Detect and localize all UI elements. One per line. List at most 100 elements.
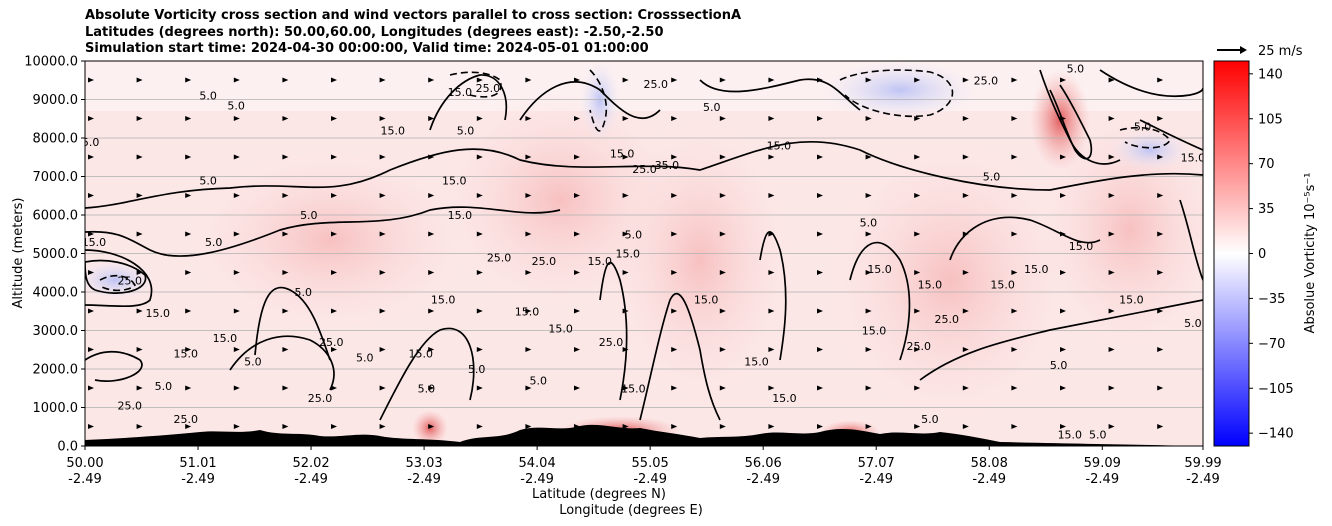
x-tick-label-lon: -2.49 [407, 472, 441, 487]
wind-vector [962, 308, 969, 314]
contour-line [1139, 119, 1203, 151]
contour-label: 15.0 [1181, 151, 1206, 164]
wind-vectors [88, 77, 1164, 429]
y-tick-label: 7000.0 [33, 170, 79, 185]
wind-vector [428, 154, 435, 160]
contour-label: 15.0 [442, 174, 467, 187]
wind-vector [136, 270, 143, 275]
contour-line [519, 81, 661, 121]
wind-vector [914, 77, 921, 83]
wind-vector [331, 77, 337, 83]
contour-label: 15.0 [82, 236, 107, 249]
wind-vector [622, 424, 629, 429]
wind-vector [1060, 231, 1066, 237]
wind-vector [525, 385, 532, 391]
contour-line [849, 241, 911, 361]
colorbar-tick-label: 105 [1258, 112, 1283, 127]
wind-vector [817, 424, 823, 429]
wind-vector [331, 308, 337, 314]
wind-vector [185, 270, 192, 275]
wind-vector [1011, 154, 1018, 160]
wind-vector [282, 308, 289, 314]
wind-vector [282, 193, 289, 198]
x-tick-label-lon: -2.49 [859, 472, 893, 487]
wind-vector [185, 385, 192, 391]
contour-label: 15.0 [431, 294, 456, 307]
x-tick-label-lon: -2.49 [972, 472, 1006, 487]
wind-vector [88, 270, 94, 275]
y-tick-label: 10000.0 [24, 55, 78, 70]
wind-vector [1011, 424, 1018, 429]
wind-vector [768, 154, 775, 160]
wind-vector [622, 154, 629, 160]
quiver-key-arrowhead [1240, 46, 1247, 54]
wind-vector [817, 116, 823, 121]
wind-vector [185, 347, 192, 352]
wind-vector [233, 347, 240, 352]
wind-vector [1108, 154, 1115, 160]
wind-vector [185, 308, 192, 314]
contour-line [1099, 69, 1203, 98]
wind-vector [574, 77, 580, 83]
x-tick-label-lat: 58.08 [971, 456, 1008, 471]
wind-vector [671, 347, 678, 352]
contour-label: 15.0 [1058, 428, 1083, 441]
wind-vector [282, 347, 289, 352]
contour-line [1179, 199, 1203, 281]
contour-label: 5.0 [625, 228, 643, 241]
wind-vector [1108, 347, 1115, 352]
x-tick-label-lat: 59.09 [1084, 456, 1121, 471]
wind-vector [622, 347, 629, 352]
colorbar-tick-label: −140 [1258, 427, 1294, 442]
wind-vector [136, 154, 143, 160]
wind-vector [136, 308, 143, 314]
wind-vector [962, 347, 969, 352]
contour-label: 15.0 [616, 248, 641, 261]
wind-vector [331, 231, 337, 237]
wind-vector [525, 231, 532, 237]
wind-vector [817, 308, 823, 314]
wind-vector [185, 231, 192, 237]
wind-vector [719, 154, 726, 160]
wind-vector [719, 116, 726, 121]
x-tick-label-lon: -2.49 [633, 472, 667, 487]
wind-vector [671, 77, 678, 83]
wind-vector [1060, 77, 1066, 83]
wind-vector [817, 270, 823, 275]
wind-vector [1108, 116, 1115, 121]
wind-vector [768, 231, 775, 237]
wind-vector [1011, 231, 1018, 237]
wind-vector [962, 77, 969, 83]
x-tick-label-lon: -2.49 [520, 472, 554, 487]
wind-vector [525, 154, 532, 160]
wind-vector [768, 270, 775, 275]
wind-vector [88, 308, 94, 314]
wind-vector [1108, 424, 1115, 429]
contour-label: 15.0 [1119, 294, 1144, 307]
contour-label: 15.0 [145, 307, 170, 320]
contour-label: 5.0 [1050, 359, 1068, 372]
contour-label: 5.0 [703, 101, 721, 114]
wind-vector [768, 77, 775, 83]
wind-vector [136, 193, 143, 198]
wind-vector [574, 116, 580, 121]
wind-vector [574, 347, 580, 352]
wind-vector [865, 116, 872, 121]
wind-vector [185, 77, 192, 83]
wind-vector [428, 77, 435, 83]
wind-vector [622, 116, 629, 121]
contour-label: 15.0 [990, 278, 1015, 291]
contour-line-dashed [589, 69, 608, 132]
contour-line [949, 216, 1101, 261]
quiver-key: 25 m/s [1217, 44, 1303, 59]
x-tick-label-lat: 55.05 [632, 456, 669, 471]
wind-vector [379, 385, 386, 391]
wind-vector [671, 231, 678, 237]
wind-vector [671, 116, 678, 121]
contour-line [85, 259, 147, 294]
wind-vector [525, 193, 532, 198]
contour-line [85, 249, 153, 308]
wind-vector [185, 193, 192, 198]
contour-label: 5.0 [921, 413, 939, 426]
contour-label: 25.0 [974, 74, 999, 87]
